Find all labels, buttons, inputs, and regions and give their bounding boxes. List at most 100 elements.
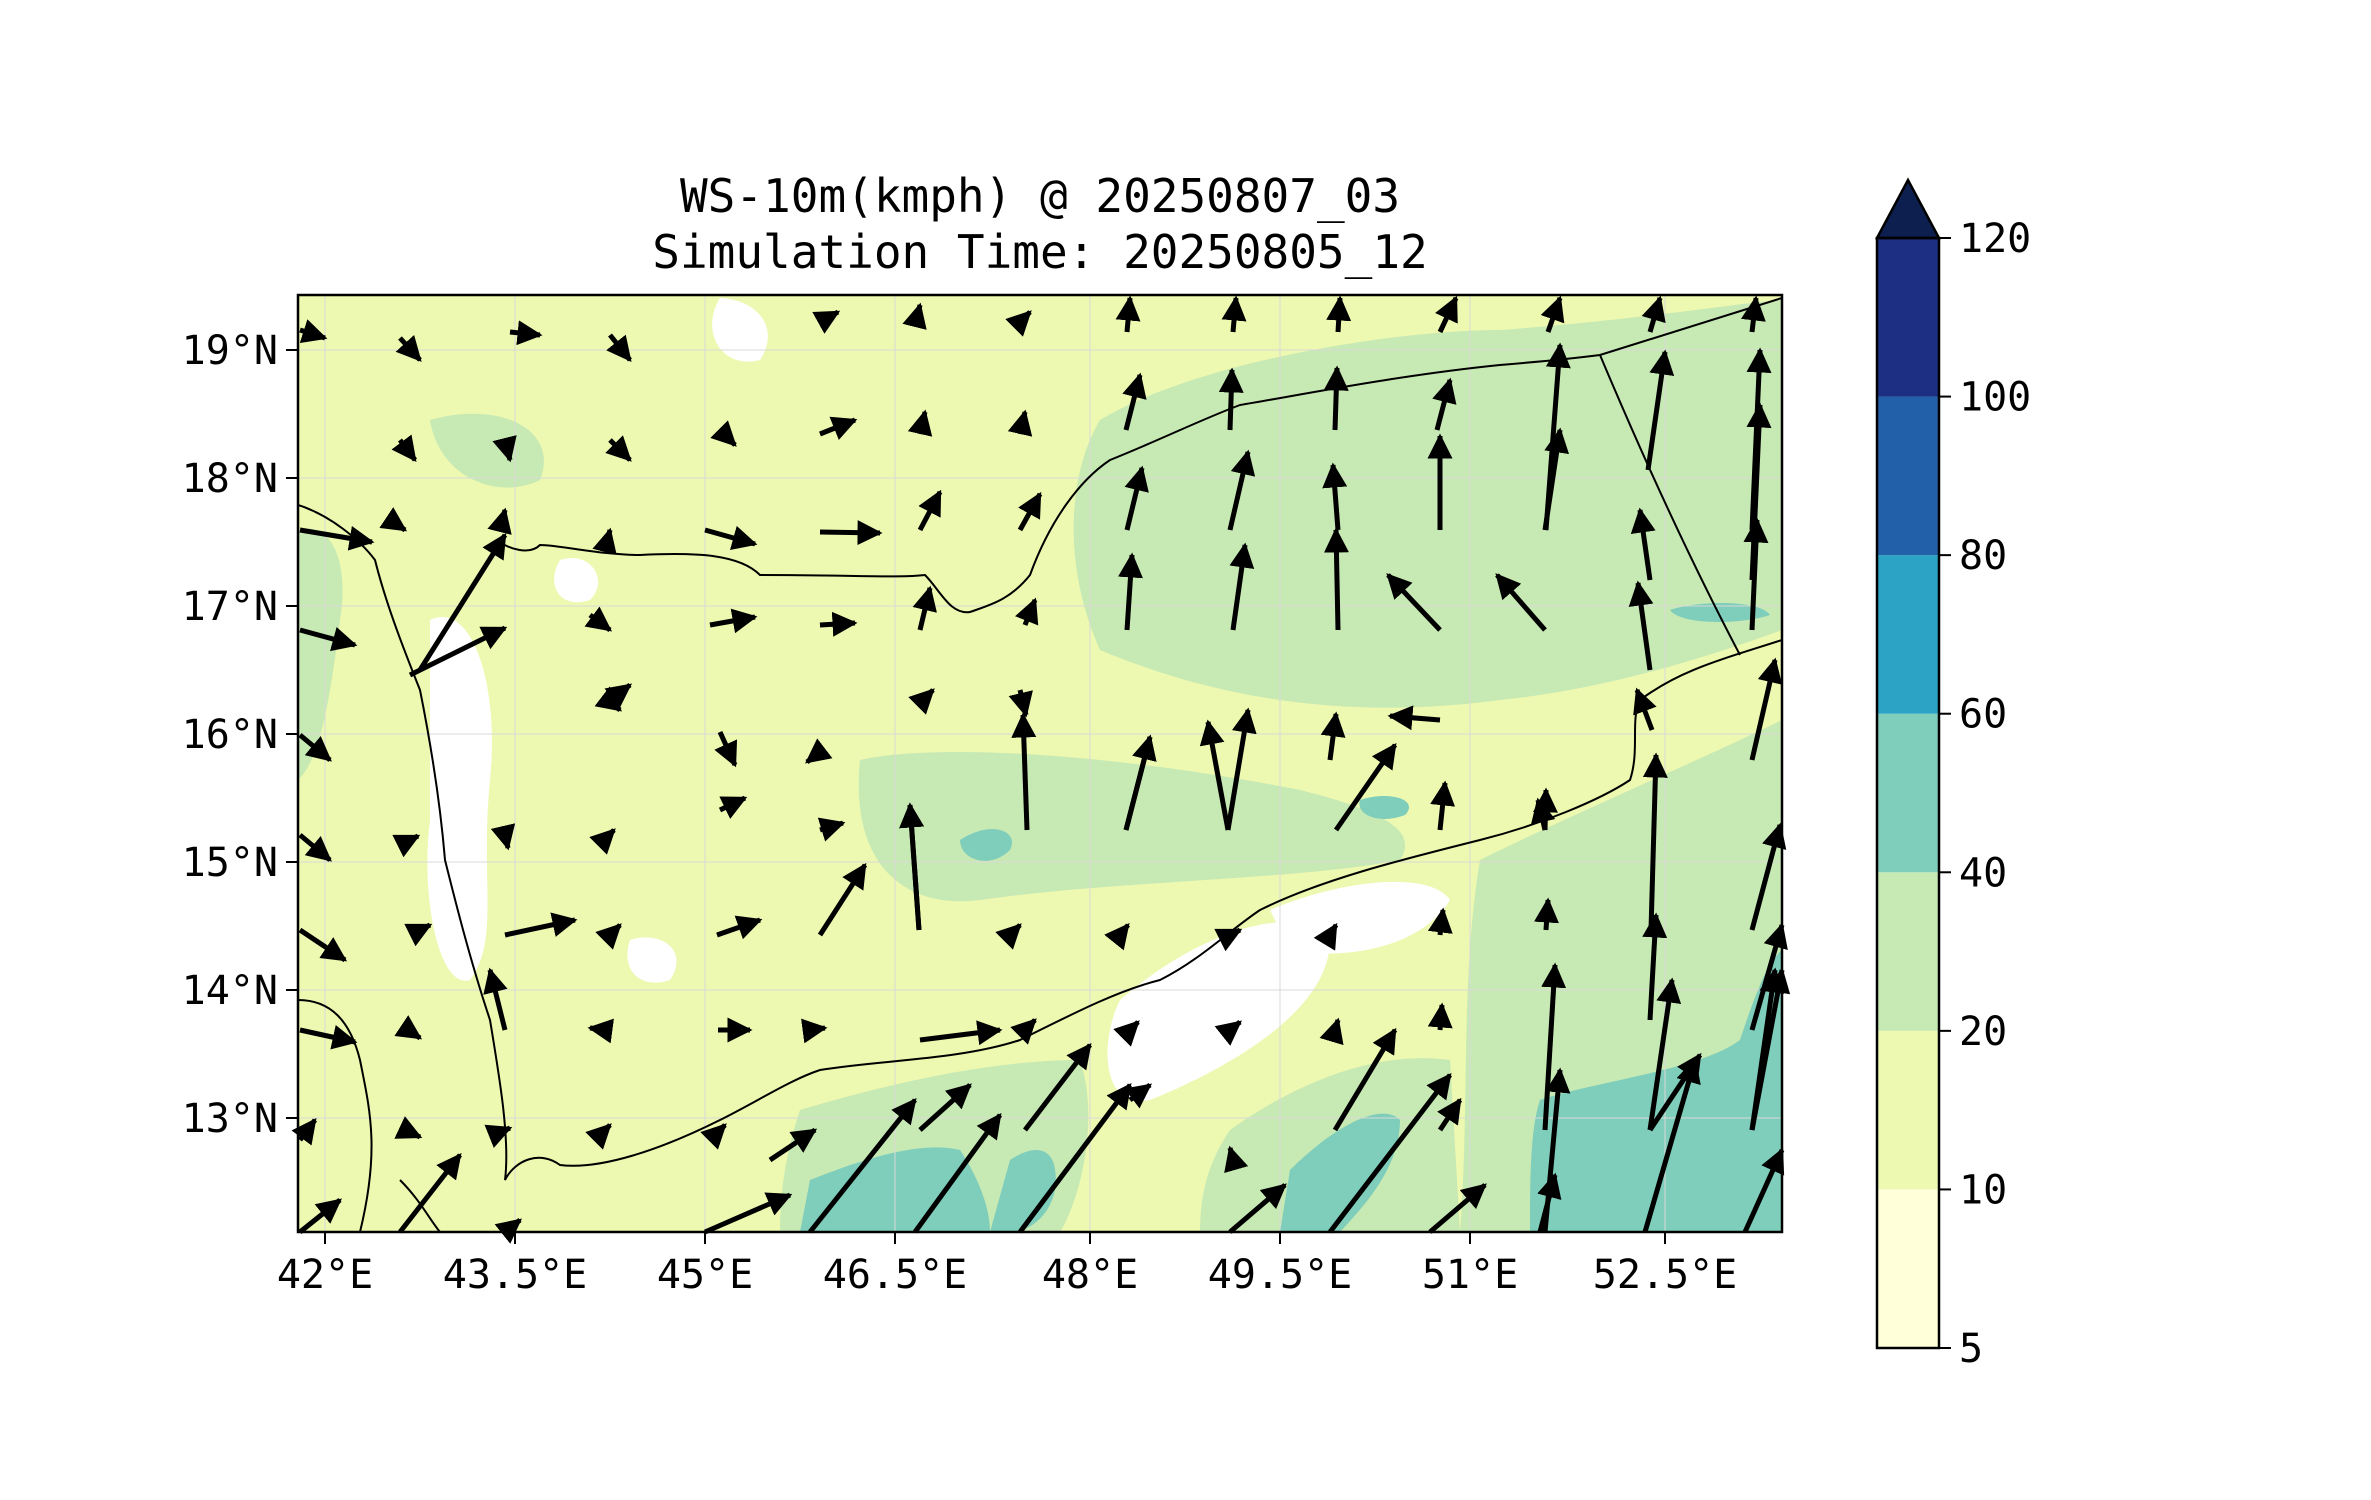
wind-arrow xyxy=(1386,573,1442,632)
x-tick-label: 43.5°E xyxy=(443,1252,588,1298)
wind-arrow xyxy=(1122,372,1147,431)
wind-arrow xyxy=(1633,687,1657,731)
colorbar-segment xyxy=(1877,396,1939,556)
colorbar-label: 5 xyxy=(1959,1326,1983,1372)
wind-arrow xyxy=(1742,1147,1785,1234)
wind-arrow xyxy=(1749,967,1791,1131)
wind-arrow xyxy=(1224,1145,1249,1174)
y-tick-label: 18°N xyxy=(182,456,278,502)
wind-arrow xyxy=(1008,689,1033,718)
wind-arrow xyxy=(805,738,833,764)
wind-arrow xyxy=(1428,1183,1487,1234)
wind-arrow xyxy=(1326,295,1352,333)
wind-arrow xyxy=(1532,787,1558,831)
wind-arrow xyxy=(1124,465,1149,531)
colorbar-label: 100 xyxy=(1959,375,2031,421)
map-gridlines xyxy=(298,295,1782,1232)
x-tick-label: 49.5°E xyxy=(1208,1252,1353,1298)
wind-arrow xyxy=(394,1116,423,1140)
wind-arrow xyxy=(1432,377,1457,431)
wind-arrow xyxy=(587,1018,614,1044)
y-tick-label: 17°N xyxy=(182,584,278,630)
wind-arrow xyxy=(716,915,763,940)
wind-arrow xyxy=(718,795,748,820)
wind-arrow xyxy=(298,927,348,963)
wind-arrow xyxy=(812,309,841,334)
y-tick-label: 15°N xyxy=(182,840,278,886)
wind-arrow xyxy=(918,1083,972,1132)
wind-arrow xyxy=(584,606,612,632)
wind-arrow xyxy=(1214,1020,1242,1046)
wind-arrow xyxy=(504,912,578,938)
wind-arrow xyxy=(1023,1043,1092,1132)
wind-arrow xyxy=(1542,427,1570,531)
wind-arrow xyxy=(392,833,421,858)
wind-arrow xyxy=(417,532,508,672)
wind-arrow xyxy=(483,967,508,1031)
map-panel xyxy=(291,293,1791,1244)
wind-arrow xyxy=(604,683,632,709)
y-tick-label: 19°N xyxy=(182,328,278,374)
wind-arrow xyxy=(768,1127,818,1163)
wind-arrow xyxy=(509,320,543,346)
wind-arrow xyxy=(1123,734,1157,831)
colorbar-label: 80 xyxy=(1959,533,2007,579)
map-frame xyxy=(296,293,1784,1234)
wind-arrow xyxy=(902,302,927,330)
wind-arrow xyxy=(1229,542,1255,631)
wind-arrow xyxy=(1534,897,1559,931)
colorbar-label: 40 xyxy=(1959,850,2007,896)
wind-arrow xyxy=(1005,310,1032,337)
wind-arrow xyxy=(394,1015,423,1041)
wind-arrow xyxy=(299,1024,358,1050)
wind-arrow xyxy=(1749,657,1783,761)
y-tick-label: 16°N xyxy=(182,712,278,758)
wind-arrow xyxy=(912,1112,1003,1234)
wind-arrow xyxy=(1017,1082,1133,1234)
y-tick-label: 13°N xyxy=(182,1096,278,1142)
wind-arrow xyxy=(899,802,925,931)
wind-arrow xyxy=(1015,597,1039,626)
wind-arrow xyxy=(1645,349,1675,471)
wind-arrow xyxy=(1225,707,1257,831)
wind-arrow xyxy=(1642,912,1668,1021)
wind-vectors xyxy=(291,295,1791,1244)
colorbar-segment xyxy=(1877,1030,1939,1190)
wind-arrow xyxy=(379,507,408,533)
wind-arrow xyxy=(1647,977,1682,1131)
wind-arrow xyxy=(487,507,512,535)
wind-arrow xyxy=(408,625,508,678)
wind-arrow xyxy=(391,434,417,462)
wind-arrow xyxy=(1218,367,1244,431)
wind-arrow xyxy=(298,833,332,862)
colorbar-label: 60 xyxy=(1959,692,2007,738)
x-tick-label: 48°E xyxy=(1042,1252,1138,1298)
colorbar-label: 10 xyxy=(1959,1167,2007,1213)
wind-arrow xyxy=(1214,927,1243,952)
y-tick-label: 14°N xyxy=(182,968,278,1014)
colorbar-labels: 5 10 20 40 60 80 100 120 xyxy=(1939,216,2031,1372)
wind-arrow xyxy=(1118,552,1143,631)
colorbar-segment xyxy=(1877,1189,1939,1348)
colorbar-segment xyxy=(1877,555,1939,714)
wind-arrow xyxy=(1743,517,1769,631)
x-tick-label: 45°E xyxy=(657,1252,753,1298)
wind-arrow xyxy=(494,1218,522,1244)
wind-arrow xyxy=(1010,1018,1037,1045)
x-tick-label: 46.5°E xyxy=(823,1252,968,1298)
wind-arrow xyxy=(1322,462,1348,531)
wind-arrow xyxy=(1427,907,1453,936)
wind-arrow xyxy=(404,922,433,947)
wind-arrow xyxy=(1495,573,1547,632)
x-tick-label: 52.5°E xyxy=(1593,1252,1738,1298)
wind-arrow xyxy=(592,527,617,555)
wind-arrow xyxy=(1319,1017,1344,1046)
wind-arrow xyxy=(585,1123,612,1150)
wind-arrow xyxy=(1115,295,1141,333)
colorbar-segment xyxy=(1877,238,1939,397)
map-title-line2: Simulation Time: 20250805_12 xyxy=(652,225,1427,279)
wind-arrow xyxy=(1437,1097,1463,1132)
colorbar-label: 120 xyxy=(1959,216,2031,262)
latitude-tick-labels: 19°N 18°N 17°N 16°N 15°N 14°N 13°N xyxy=(182,328,298,1142)
wind-arrow xyxy=(1540,295,1565,333)
